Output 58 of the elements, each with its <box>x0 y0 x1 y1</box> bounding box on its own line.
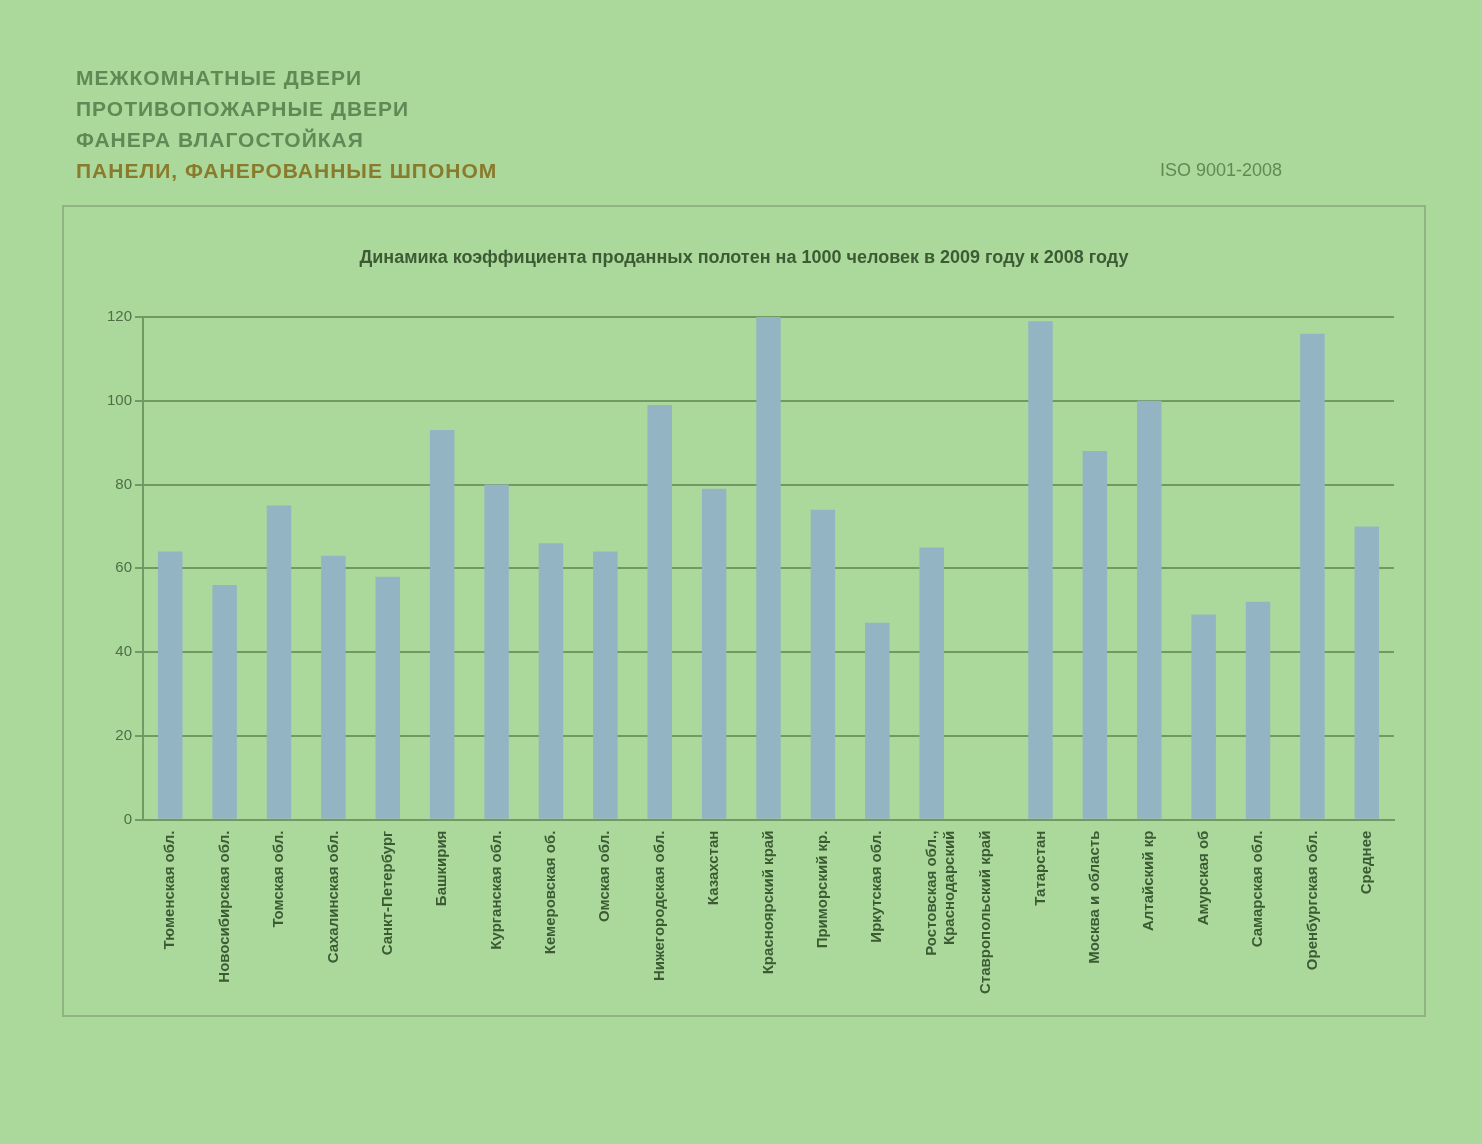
x-tick-label: Нижегородская обл. <box>649 830 667 981</box>
bar <box>810 509 836 819</box>
x-tick-label: Омская обл. <box>595 830 613 923</box>
text: ФАНЕРА ВЛАГОСТОЙКАЯ <box>76 127 365 153</box>
y-tick-label: 60 <box>115 558 133 576</box>
bar <box>538 543 564 819</box>
bar <box>266 505 292 819</box>
x-tick-label: Санкт-Петербург <box>377 830 395 956</box>
x-tick-label: Москва и область <box>1084 830 1102 964</box>
x-tick-label: Амурская об <box>1193 830 1211 926</box>
x-tick-label: Новосибирская обл. <box>214 830 232 983</box>
chart-title: Динамика коэффициента проданных полотен на 1000 человек в 2009 году к 2008 году <box>358 247 1130 268</box>
bar <box>1137 400 1162 819</box>
x-tick-label: Тюменская обл. <box>160 830 178 950</box>
bar <box>701 488 727 819</box>
x-tick-label: Самарская обл. <box>1248 830 1266 948</box>
bar <box>1082 451 1108 819</box>
bar <box>484 484 509 819</box>
bar <box>1354 526 1380 819</box>
bar <box>647 404 672 819</box>
y-tick-label: 40 <box>115 642 133 660</box>
bar <box>212 585 237 819</box>
x-tick-label: Курганская обл. <box>486 830 504 950</box>
x-tick-label: Иркутская обл. <box>867 830 885 943</box>
x-tick-label: Ростовская обл.,Краснодарский <box>921 830 957 956</box>
bar <box>1245 601 1271 819</box>
bar <box>1300 333 1325 819</box>
x-tick-label: Казахстан <box>704 830 722 906</box>
bar <box>865 622 890 819</box>
bar <box>375 576 401 819</box>
x-tick-label: Кемеровская об. <box>541 830 559 955</box>
bar <box>1028 321 1053 819</box>
text: ISO 9001-2008 <box>1160 160 1283 181</box>
x-tick-label: Приморский кр. <box>813 830 831 949</box>
y-tick-label: 120 <box>107 307 133 325</box>
y-tick-label: 100 <box>107 390 133 408</box>
bar <box>1191 614 1216 819</box>
x-tick-label: Сахалинская обл. <box>323 830 341 964</box>
bar <box>756 317 781 819</box>
text: МЕЖКОМНАТНЫЕ ДВЕРИ <box>76 65 364 91</box>
y-tick-label: 80 <box>115 474 133 492</box>
x-tick-label: Томская обл. <box>269 830 287 928</box>
bar <box>321 555 346 819</box>
bar <box>593 551 618 819</box>
bar <box>919 547 944 819</box>
y-tick-label: 0 <box>123 809 133 827</box>
x-tick-label: Алтайский кр <box>1139 830 1157 932</box>
bar <box>157 551 183 819</box>
x-tick-label: Башкирия <box>432 830 450 907</box>
x-tick-label: Среднее <box>1356 830 1374 895</box>
x-tick-label: Красноярский край <box>758 830 776 975</box>
text: ПРОТИВОПОЖАРНЫЕ ДВЕРИ <box>76 96 411 122</box>
x-tick-label: Ставропольский край <box>976 830 994 994</box>
x-tick-label: Татарстан <box>1030 830 1048 906</box>
x-tick-label: Оренбургская обл. <box>1302 830 1320 971</box>
y-tick-label: 20 <box>115 726 133 744</box>
text: ПАНЕЛИ, ФАНЕРОВАННЫЕ ШПОНОМ <box>76 158 498 184</box>
bar <box>429 430 455 819</box>
